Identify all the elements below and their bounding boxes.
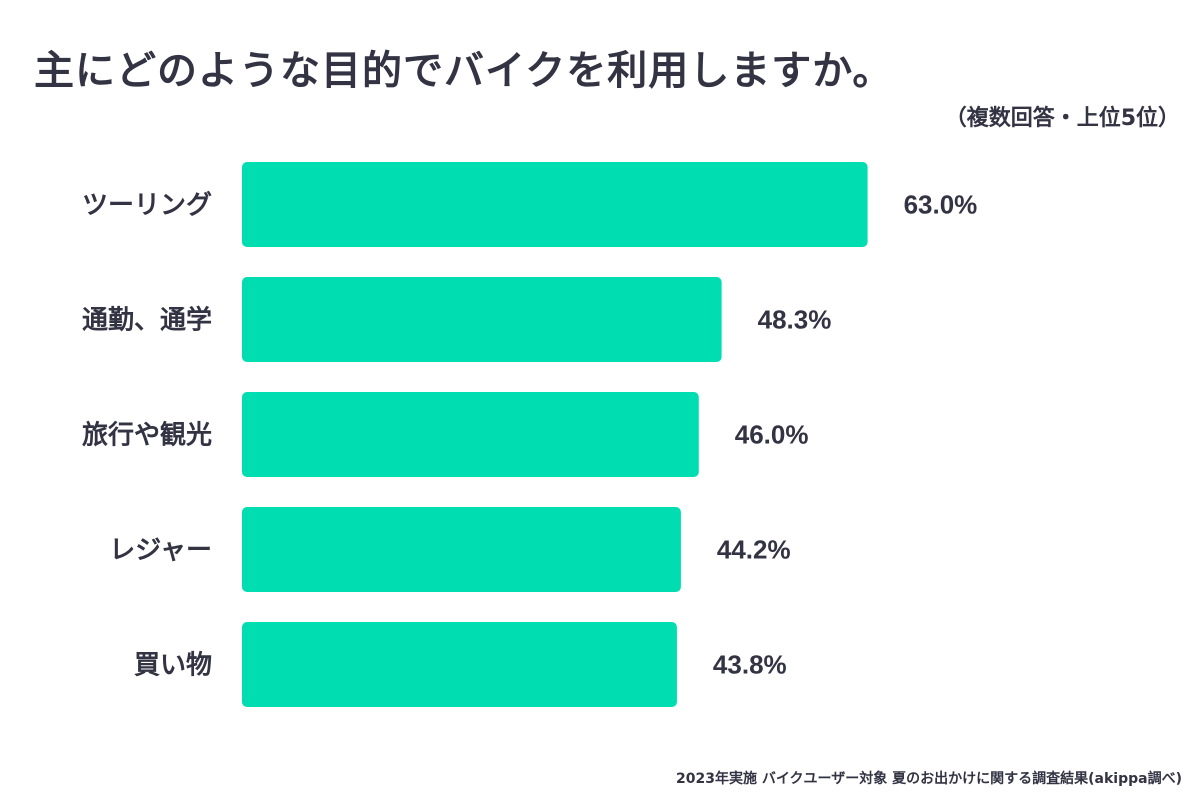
value-label-2: 46.0%	[735, 420, 809, 450]
bar-0	[242, 162, 868, 247]
category-label-1: 通勤、通学	[82, 305, 212, 336]
category-label-3: レジャー	[109, 536, 212, 566]
chart-title: 主にどのような目的でバイクを利用しますか。	[34, 48, 894, 94]
source-footnote: 2023年実施 バイクユーザー対象 夏のお出かけに関する調査結果(akippa調…	[676, 771, 1182, 787]
value-label-0: 63.0%	[904, 190, 978, 220]
value-label-3: 44.2%	[717, 535, 791, 565]
chart-subtitle: （複数回答・上位5位）	[944, 106, 1180, 131]
category-label-2: 旅行や観光	[82, 420, 212, 451]
bar-1	[242, 277, 722, 362]
bar-4	[242, 622, 677, 707]
bar-2	[242, 392, 699, 477]
category-label-4: 買い物	[134, 651, 212, 681]
bar-3	[242, 507, 681, 592]
value-label-1: 48.3%	[758, 305, 832, 335]
value-label-4: 43.8%	[713, 650, 787, 680]
category-label-0: ツーリング	[82, 191, 212, 221]
